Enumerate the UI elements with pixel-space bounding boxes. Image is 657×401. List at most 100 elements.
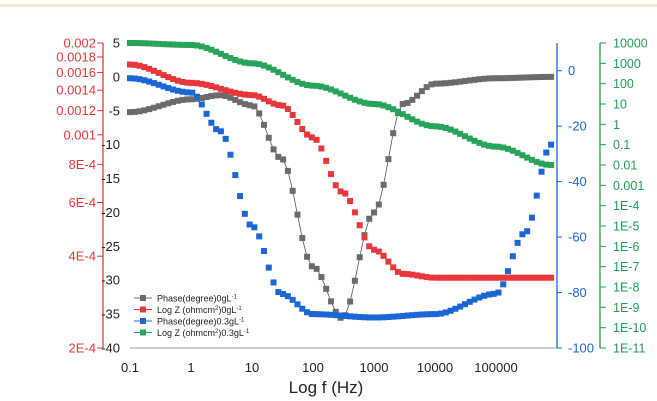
data-point (332, 312, 339, 319)
data-point (146, 65, 153, 72)
data-point (198, 94, 205, 101)
data-point (366, 243, 373, 250)
data-point (323, 285, 330, 292)
data-point (327, 311, 334, 318)
data-point (198, 80, 205, 87)
data-point (495, 289, 502, 296)
series-3 (127, 75, 555, 321)
data-point (538, 160, 545, 167)
data-point (208, 93, 215, 100)
data-point (150, 40, 157, 47)
legend-label: Phase(degree)0gL-1 (157, 294, 238, 304)
data-point (251, 60, 258, 67)
data-point (332, 308, 339, 315)
data-point (284, 293, 291, 300)
phase-left-tick-label: -40 (101, 341, 120, 356)
data-point (189, 79, 196, 86)
data-point (485, 291, 492, 298)
data-point (217, 128, 224, 135)
data-point (342, 312, 349, 319)
data-point (131, 61, 138, 68)
data-point (481, 292, 488, 299)
data-point (438, 274, 445, 281)
data-point (160, 83, 167, 90)
data-point (342, 92, 349, 99)
data-point (284, 106, 291, 113)
data-point (351, 96, 358, 103)
data-point (193, 42, 200, 49)
data-point (380, 102, 387, 109)
data-point (308, 134, 315, 141)
phase-left-tick-label: -35 (101, 307, 120, 322)
data-point (375, 101, 382, 108)
data-point (514, 239, 521, 246)
data-point (318, 274, 325, 281)
data-point (179, 96, 186, 103)
data-point (548, 141, 555, 148)
data-point (380, 314, 387, 321)
data-point (332, 88, 339, 95)
data-point (509, 147, 516, 154)
data-point (548, 274, 555, 281)
data-point (241, 101, 248, 108)
data-point (217, 92, 224, 99)
data-point (390, 313, 397, 320)
data-point (500, 75, 507, 82)
data-point (141, 107, 148, 114)
data-point (514, 149, 521, 156)
data-point (308, 311, 315, 318)
data-point (237, 58, 244, 65)
data-point (356, 254, 363, 261)
data-point (299, 235, 306, 242)
legend-entry-3: Phase(degree)0.3gL-1 (134, 317, 245, 327)
series-4 (127, 40, 555, 168)
data-point (423, 84, 430, 91)
series-line (129, 76, 552, 319)
legend-marker (140, 329, 146, 336)
logz-left-tick-label: 8E-4 (69, 157, 96, 172)
data-point (361, 314, 368, 321)
data-point (155, 40, 162, 47)
data-point (189, 89, 196, 96)
data-point (127, 109, 133, 116)
data-point (313, 82, 320, 89)
data-point (136, 40, 143, 47)
data-point (127, 61, 133, 68)
data-point (461, 274, 468, 281)
logz-left-tick-label: 0.0012 (56, 103, 96, 118)
data-point (490, 290, 497, 297)
logz-left-tick-label: 0.002 (63, 36, 96, 51)
data-point (524, 154, 531, 161)
data-point (284, 167, 291, 174)
data-point (509, 253, 516, 260)
data-point (514, 74, 521, 81)
data-point (414, 272, 421, 279)
data-point (256, 61, 263, 68)
logz-right-tick-label: 1E-9 (613, 301, 639, 315)
phase-right-tick-label: -20 (568, 119, 587, 134)
logz-right-tick-label: 1E-6 (613, 240, 639, 254)
data-point (313, 265, 320, 272)
data-point (418, 88, 425, 95)
data-point (371, 209, 378, 216)
data-point (447, 79, 454, 86)
data-point (131, 75, 138, 82)
logz-left-tick-label: 4E-4 (69, 249, 96, 264)
x-tick-label: 10 (245, 360, 259, 375)
data-point (304, 82, 311, 89)
data-point (528, 214, 535, 221)
data-point (270, 279, 277, 286)
data-point (150, 80, 157, 87)
data-point (256, 233, 263, 240)
data-point (505, 75, 512, 82)
data-point (251, 92, 258, 99)
data-point (213, 126, 220, 133)
data-point (141, 77, 148, 84)
data-point (227, 151, 234, 158)
data-point (466, 135, 473, 142)
data-point (174, 41, 181, 48)
x-axis-label: Log f (Hz) (289, 378, 364, 397)
data-point (461, 133, 468, 140)
data-point (141, 64, 148, 71)
logz-right-tick-label: 1E-5 (613, 220, 639, 234)
